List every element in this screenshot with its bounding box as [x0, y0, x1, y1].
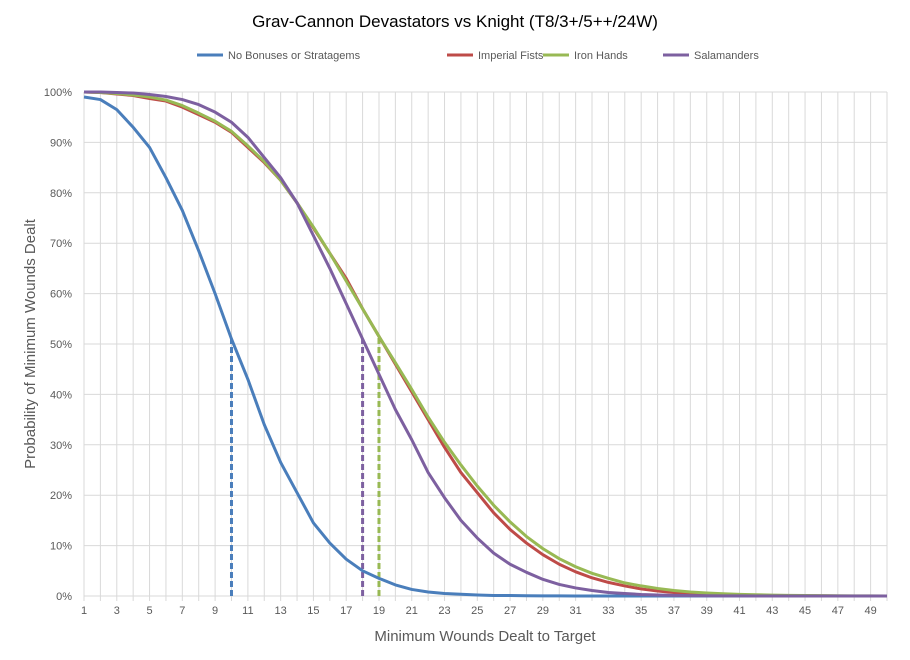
x-tick-label: 31 [570, 605, 582, 617]
y-tick-label: 60% [50, 289, 72, 301]
x-tick-label: 47 [832, 605, 844, 617]
x-tick-label: 41 [733, 605, 745, 617]
legend-label: No Bonuses or Stratagems [228, 50, 361, 62]
x-axis-label: Minimum Wounds Dealt to Target [374, 628, 596, 645]
x-tick-label: 35 [635, 605, 647, 617]
x-axis-ticks: 1 3 5 7 9 11 13 15 17 19 21 23 25 27 29 31 33 35 37 39 41 43 4… [81, 605, 877, 617]
legend-label: Iron Hands [574, 50, 628, 62]
x-tick-label: 21 [406, 605, 418, 617]
y-tick-label: 100% [44, 87, 72, 99]
x-tick-label: 15 [307, 605, 319, 617]
x-tick-label: 33 [602, 605, 614, 617]
series-lines [83, 90, 888, 598]
x-tick-label: 19 [373, 605, 385, 617]
chart-title: Grav-Cannon Devastators vs Knight (T8/3+… [252, 12, 658, 31]
x-tick-label: 29 [537, 605, 549, 617]
y-tick-label: 40% [50, 389, 72, 401]
x-tick-label: 5 [146, 605, 152, 617]
y-tick-label: 30% [50, 440, 72, 452]
legend-label: Imperial Fists [478, 50, 544, 62]
y-axis-ticks: 0% 10% 20% 30% 40% 50% 60% 70% 80% 90% 100% [44, 87, 72, 603]
x-tick-label: 23 [438, 605, 450, 617]
x-tick-label: 3 [114, 605, 120, 617]
x-tick-label: 49 [864, 605, 876, 617]
y-tick-label: 50% [50, 339, 72, 351]
x-tick-label: 11 [242, 605, 253, 617]
x-tick-label: 43 [766, 605, 778, 617]
y-axis-label: Probability of Minimum Wounds Dealt [22, 218, 39, 469]
x-tick-label: 45 [799, 605, 811, 617]
series-line-3 [84, 90, 887, 598]
legend-label: Salamanders [694, 50, 759, 62]
x-tick-label: 37 [668, 605, 680, 617]
y-tick-label: 0% [56, 591, 72, 603]
x-tick-label: 13 [275, 605, 287, 617]
x-tick-label: 39 [701, 605, 713, 617]
x-tick-label: 9 [212, 605, 218, 617]
y-tick-label: 10% [50, 541, 72, 553]
marker-lines [229, 336, 381, 596]
x-tick-label: 17 [340, 605, 352, 617]
x-tick-label: 27 [504, 605, 516, 617]
y-tick-label: 80% [50, 188, 72, 200]
x-tick-label: 25 [471, 605, 483, 617]
grid [83, 91, 888, 601]
x-tick-label: 1 [81, 605, 87, 617]
series-line-0 [83, 95, 887, 598]
y-tick-label: 20% [50, 490, 72, 502]
legend: No Bonuses or Stratagems Imperial Fists Ir… [197, 50, 759, 62]
y-tick-label: 90% [50, 137, 72, 149]
x-tick-label: 7 [179, 605, 185, 617]
y-tick-label: 70% [50, 238, 72, 250]
